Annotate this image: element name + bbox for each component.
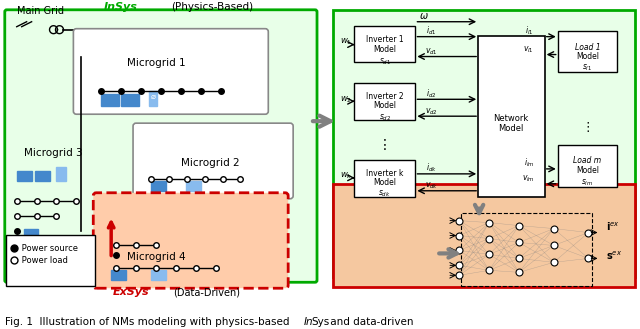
Text: $s_{d2}$: $s_{d2}$: [378, 112, 391, 123]
Text: Microgrid 3: Microgrid 3: [24, 148, 83, 158]
FancyBboxPatch shape: [557, 31, 618, 72]
Bar: [186, 181, 201, 191]
Text: Model: Model: [373, 44, 396, 54]
FancyBboxPatch shape: [478, 36, 545, 197]
Bar: [56, 167, 67, 181]
Text: $i_{d1}$: $i_{d1}$: [426, 25, 436, 37]
FancyBboxPatch shape: [93, 193, 288, 288]
Text: Load m: Load m: [573, 156, 602, 165]
Bar: [121, 94, 139, 106]
FancyBboxPatch shape: [354, 26, 415, 63]
Text: $v_{lm}$: $v_{lm}$: [522, 174, 535, 184]
Text: $v_{d2}$: $v_{d2}$: [425, 106, 438, 117]
Bar: [24, 229, 38, 239]
Text: ⌀: ⌀: [150, 92, 156, 101]
Text: Model: Model: [373, 178, 396, 187]
FancyBboxPatch shape: [4, 10, 317, 282]
FancyBboxPatch shape: [354, 83, 415, 120]
Text: $\omega$: $\omega$: [419, 11, 428, 21]
Text: Main Grid: Main Grid: [17, 6, 64, 16]
Text: $s_{dk}$: $s_{dk}$: [378, 189, 391, 199]
Text: $i_{l1}$: $i_{l1}$: [525, 25, 533, 37]
Text: Model: Model: [498, 124, 524, 133]
Text: Model: Model: [576, 52, 599, 61]
Text: Fig. 1  Illustration of NMs modeling with physics-based: Fig. 1 Illustration of NMs modeling with…: [4, 317, 292, 327]
Text: Network: Network: [493, 114, 529, 123]
Text: $w_1$: $w_1$: [340, 37, 352, 47]
Text: Inverter k: Inverter k: [366, 169, 403, 178]
Text: Power load: Power load: [19, 256, 68, 265]
Text: Microgrid 4: Microgrid 4: [127, 252, 185, 263]
FancyBboxPatch shape: [333, 184, 636, 287]
Text: $\mathbf{i}^{ex}$: $\mathbf{i}^{ex}$: [606, 220, 620, 233]
Text: $v_{dk}$: $v_{dk}$: [425, 181, 438, 191]
Text: $i_{d2}$: $i_{d2}$: [426, 87, 436, 100]
FancyBboxPatch shape: [133, 123, 293, 199]
Text: InSys: InSys: [104, 2, 138, 12]
Text: In: In: [304, 317, 314, 327]
Bar: [151, 181, 166, 191]
FancyBboxPatch shape: [354, 160, 415, 197]
Bar: [151, 270, 166, 280]
Bar: [111, 270, 126, 280]
Bar: [149, 91, 157, 106]
Text: ⋮: ⋮: [581, 121, 594, 134]
Text: $i_{lm}$: $i_{lm}$: [524, 157, 534, 169]
Text: $\mathbf{s}^{ex}$: $\mathbf{s}^{ex}$: [606, 250, 623, 263]
Text: Inverter 1: Inverter 1: [366, 35, 403, 44]
Text: Microgrid 2: Microgrid 2: [181, 158, 240, 168]
Text: Sys: Sys: [311, 317, 330, 327]
Bar: [17, 171, 31, 181]
Text: ⋮: ⋮: [378, 138, 392, 152]
Text: Power source: Power source: [19, 244, 77, 253]
FancyBboxPatch shape: [74, 29, 268, 114]
Text: $s_{l1}$: $s_{l1}$: [582, 63, 593, 73]
Text: (Data-Driven): (Data-Driven): [173, 287, 240, 297]
Text: Microgrid 1: Microgrid 1: [127, 59, 185, 68]
Text: and data-driven: and data-driven: [327, 317, 413, 327]
Text: ExSys: ExSys: [113, 287, 149, 297]
Text: (Physics-Based): (Physics-Based): [171, 2, 253, 12]
Text: Model: Model: [373, 101, 396, 110]
Text: $s_{lm}$: $s_{lm}$: [581, 178, 594, 188]
Text: Load 1: Load 1: [575, 42, 600, 52]
Text: $i_{dk}$: $i_{dk}$: [426, 162, 436, 174]
FancyBboxPatch shape: [333, 10, 636, 277]
Text: $w_2$: $w_2$: [340, 94, 352, 105]
Text: $w_k$: $w_k$: [340, 171, 353, 181]
Bar: [35, 171, 49, 181]
Text: Model: Model: [576, 166, 599, 175]
Text: Inverter 2: Inverter 2: [366, 92, 403, 101]
Text: $v_{d1}$: $v_{d1}$: [425, 46, 438, 57]
FancyBboxPatch shape: [6, 235, 95, 286]
Bar: [101, 94, 119, 106]
FancyBboxPatch shape: [557, 145, 618, 187]
Text: $v_{l1}$: $v_{l1}$: [524, 44, 534, 55]
Text: $s_{d1}$: $s_{d1}$: [378, 57, 391, 67]
